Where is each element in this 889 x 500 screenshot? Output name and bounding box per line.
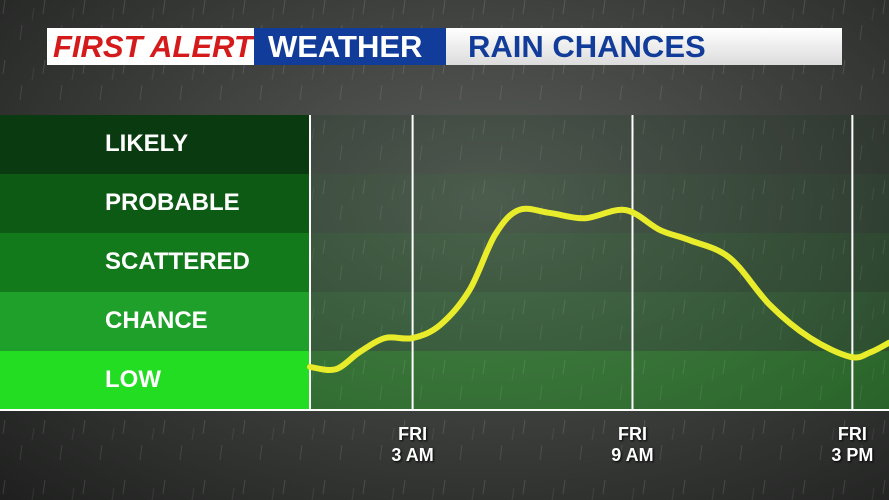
band-label-bg [0, 174, 310, 233]
y-tick-label: PROBABLE [105, 189, 240, 216]
plot-band [310, 233, 889, 292]
band-label-bg [0, 233, 310, 292]
rain-chance-line [307, 205, 889, 374]
brand: FIRST ALERT [47, 28, 259, 65]
band-label-bg [0, 115, 310, 174]
y-tick-label: LIKELY [105, 130, 188, 157]
x-tick-label: FRI 9 AM [611, 424, 654, 465]
band-label-bg [0, 351, 310, 410]
y-tick-label: SCATTERED [105, 248, 250, 275]
plot-band [310, 292, 889, 351]
plot-band [310, 174, 889, 233]
y-tick-label: CHANCE [105, 307, 208, 334]
plot-band [310, 115, 889, 174]
x-tick-label: FRI 3 PM [831, 424, 874, 465]
x-tick-label: FRI 3 AM [391, 424, 434, 465]
chart-title: RAIN CHANCES [446, 28, 842, 65]
band-label-bg [0, 292, 310, 351]
y-tick-label: LOW [105, 366, 161, 393]
plot-band [310, 351, 889, 410]
section: WEATHER [254, 28, 446, 65]
